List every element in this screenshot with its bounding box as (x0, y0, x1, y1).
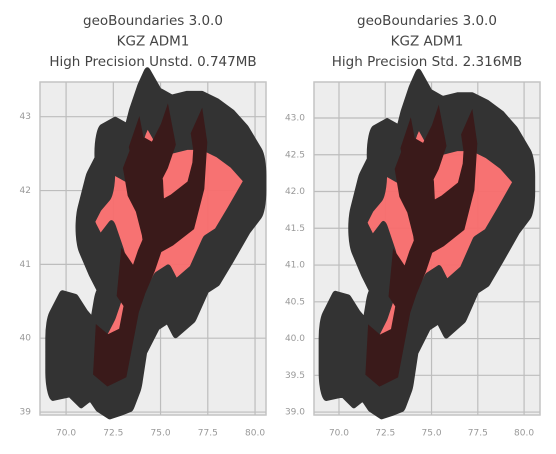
x-tick-label: 70.0 (56, 429, 76, 439)
y-tick-label: 41.0 (285, 261, 305, 271)
x-tick-label: 75.0 (151, 429, 171, 439)
y-tick-label: 39 (20, 408, 32, 418)
chart-title: High Precision Unstd. 0.747MB (49, 54, 256, 70)
x-tick-label: 80.0 (245, 429, 265, 439)
y-tick-label: 42 (20, 186, 31, 196)
y-tick-label: 39.5 (285, 371, 305, 381)
y-tick-label: 40.0 (285, 334, 305, 344)
chart-title: geoBoundaries 3.0.0 (357, 13, 497, 29)
chart-title: KGZ ADM1 (117, 34, 190, 50)
x-tick-label: 77.5 (198, 429, 218, 439)
x-tick-label: 70.0 (329, 429, 349, 439)
x-tick-label: 75.0 (422, 429, 442, 439)
y-tick-label: 42.5 (285, 150, 305, 160)
y-tick-label: 40 (20, 334, 32, 344)
chart-title: High Precision Std. 2.316MB (332, 54, 522, 70)
x-tick-label: 72.5 (375, 429, 395, 439)
x-tick-label: 77.5 (468, 429, 488, 439)
y-tick-label: 40.5 (285, 297, 305, 307)
y-tick-label: 41 (20, 260, 31, 270)
chart-title: KGZ ADM1 (391, 34, 464, 50)
y-tick-label: 43.0 (285, 114, 305, 124)
x-tick-label: 80.0 (514, 429, 534, 439)
y-tick-label: 42.0 (285, 187, 305, 197)
y-tick-label: 43 (20, 112, 31, 122)
chart-title: geoBoundaries 3.0.0 (83, 13, 223, 29)
y-tick-label: 39.0 (285, 408, 305, 418)
x-tick-label: 72.5 (103, 429, 123, 439)
y-tick-label: 41.5 (285, 224, 305, 234)
